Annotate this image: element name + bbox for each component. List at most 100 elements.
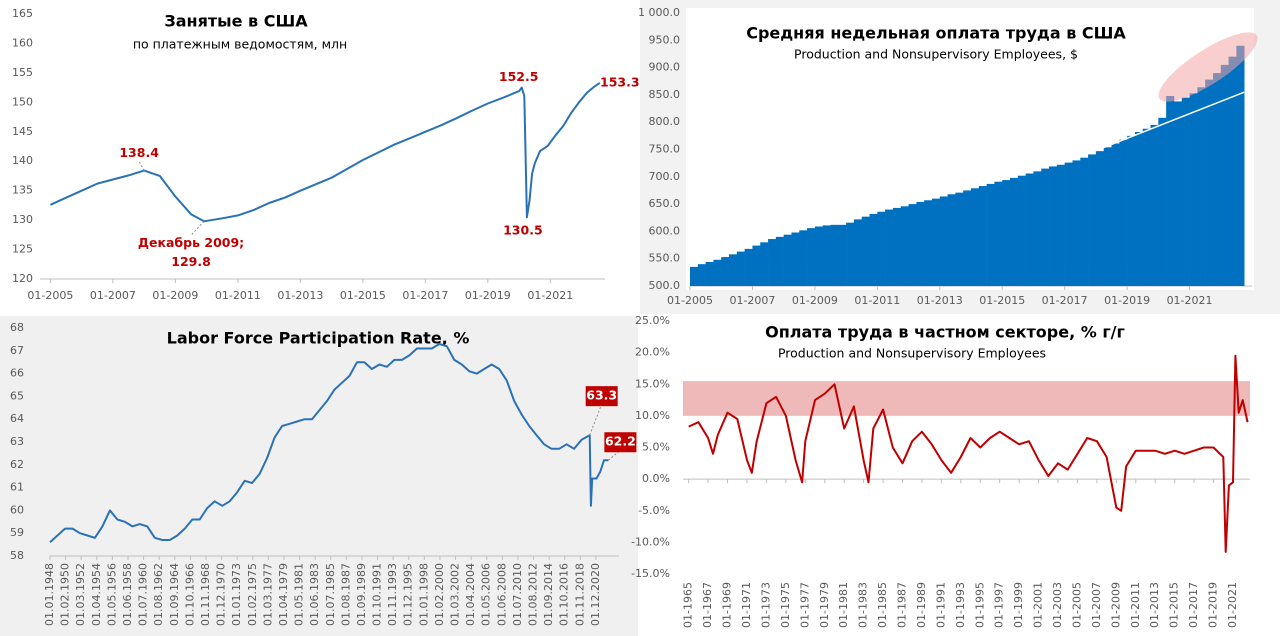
x-tick-label: 01.02.1950 xyxy=(59,563,72,626)
y-tick-label: 20.0% xyxy=(635,346,670,359)
x-tick-label: 01.09.1964 xyxy=(168,563,181,626)
x-tick-label: 01-1967 xyxy=(701,582,714,628)
y-tick-label: 500.0 xyxy=(649,279,681,292)
x-tick-label: 01-1989 xyxy=(915,582,928,628)
bar xyxy=(986,183,995,286)
highlight-band xyxy=(683,381,1250,416)
x-tick-label: 01-2021 xyxy=(1226,582,1239,628)
y-tick-label: 145 xyxy=(12,125,33,138)
bar xyxy=(955,192,964,286)
y-tick-label: 850.0 xyxy=(649,88,681,101)
y-tick-label: 160 xyxy=(12,36,33,49)
y-tick-label: 0.0% xyxy=(642,472,670,485)
bar xyxy=(1205,79,1214,286)
x-tick-label: 01.01.1948 xyxy=(43,563,56,626)
x-tick-label: 01.06.1958 xyxy=(121,563,134,626)
annotation-leader xyxy=(190,220,205,236)
bar xyxy=(877,211,886,286)
bar xyxy=(931,198,941,286)
x-tick-label: 01-2011 xyxy=(215,289,261,302)
bar xyxy=(1220,64,1229,287)
bar xyxy=(971,188,980,286)
x-tick-label: 01-1979 xyxy=(818,582,831,628)
y-tick-label: 600.0 xyxy=(649,224,681,237)
x-tick-label: 01-2011 xyxy=(854,294,900,307)
x-tick-label: 01.08.1962 xyxy=(152,563,165,626)
x-tick-label: 01.11.2018 xyxy=(573,563,586,626)
y-tick-label: -10.0% xyxy=(631,535,670,548)
x-tick-label: 01.08.2012 xyxy=(527,563,540,626)
series-line xyxy=(49,82,601,223)
bar xyxy=(1134,132,1144,286)
bar xyxy=(1212,73,1222,286)
x-tick-label: 01-2017 xyxy=(1187,582,1200,628)
x-tick-label: 01.02.2000 xyxy=(433,563,446,626)
bar xyxy=(908,204,917,286)
x-tick-label: 01-2013 xyxy=(917,294,963,307)
y-tick-label: 10.0% xyxy=(635,409,670,422)
x-tick-label: 01-1965 xyxy=(682,582,695,628)
bar xyxy=(1064,162,1073,286)
x-tick-label: 01-1977 xyxy=(798,582,811,628)
bar xyxy=(947,194,956,286)
y-tick-label: 59 xyxy=(10,526,24,539)
annotation-label: 63.3 xyxy=(586,388,617,403)
annotation-label: 152.5 xyxy=(499,69,539,84)
x-tick-label: 01-2005 xyxy=(667,294,713,307)
bar xyxy=(1103,147,1112,286)
bar xyxy=(846,222,855,286)
y-tick-label: 700.0 xyxy=(649,170,681,183)
chart-subtitle: Production and Nonsupervisory Employees xyxy=(778,346,1046,361)
y-tick-label: -5.0% xyxy=(638,504,670,517)
bar xyxy=(994,181,1003,286)
x-tick-label: 01-2021 xyxy=(1167,294,1213,307)
y-tick-label: 1 000.0 xyxy=(638,6,680,19)
y-tick-label: 62 xyxy=(10,458,24,471)
x-tick-label: 01.07.2010 xyxy=(511,563,524,626)
y-tick-label: 155 xyxy=(12,66,33,79)
x-tick-label: 01.06.1983 xyxy=(308,563,321,626)
bar xyxy=(924,200,933,286)
bar xyxy=(900,206,909,286)
x-tick-label: 01-2005 xyxy=(27,289,73,302)
x-tick-label: 01-2011 xyxy=(1129,582,1142,628)
y-tick-label: 67 xyxy=(10,344,24,357)
x-tick-label: 01.02.1975 xyxy=(246,563,259,626)
bar xyxy=(1158,117,1167,286)
bar xyxy=(752,245,761,286)
x-tick-label: 01.11.1993 xyxy=(386,563,399,626)
bar xyxy=(830,224,839,286)
bar xyxy=(1025,173,1034,286)
bar xyxy=(799,230,808,286)
x-tick-label: 01.10.1966 xyxy=(183,563,196,626)
bar xyxy=(697,264,706,286)
bar xyxy=(1197,87,1206,286)
y-tick-label: 61 xyxy=(10,481,24,494)
x-tick-label: 01-1975 xyxy=(779,582,792,628)
x-tick-label: 01-2009 xyxy=(1109,582,1122,628)
x-tick-label: 01.03.1952 xyxy=(74,563,87,626)
bar xyxy=(1095,151,1104,286)
x-tick-label: 01.08.1987 xyxy=(339,563,352,626)
x-tick-label: 01.09.2014 xyxy=(542,563,555,626)
y-tick-label: 120 xyxy=(12,272,33,285)
x-tick-label: 01-2019 xyxy=(465,289,511,302)
bar xyxy=(744,248,753,286)
bar xyxy=(939,196,948,286)
x-tick-label: 01.06.2008 xyxy=(495,563,508,626)
highlight-ellipse xyxy=(1158,32,1258,102)
x-tick-label: 01.10.1991 xyxy=(371,563,384,626)
bar xyxy=(1150,124,1159,287)
y-tick-label: 5.0% xyxy=(642,441,670,454)
y-tick-label: 64 xyxy=(10,412,24,425)
x-tick-label: 01.03.2002 xyxy=(449,563,462,626)
panel-bg xyxy=(0,316,638,636)
bar xyxy=(1072,160,1081,286)
bar xyxy=(978,186,987,286)
bar xyxy=(807,228,816,286)
x-tick-label: 01-2013 xyxy=(1148,582,1161,628)
y-tick-label: 25.0% xyxy=(635,314,670,327)
annotation-box xyxy=(604,432,637,453)
bar xyxy=(1080,157,1089,286)
y-tick-label: 150 xyxy=(12,95,33,108)
